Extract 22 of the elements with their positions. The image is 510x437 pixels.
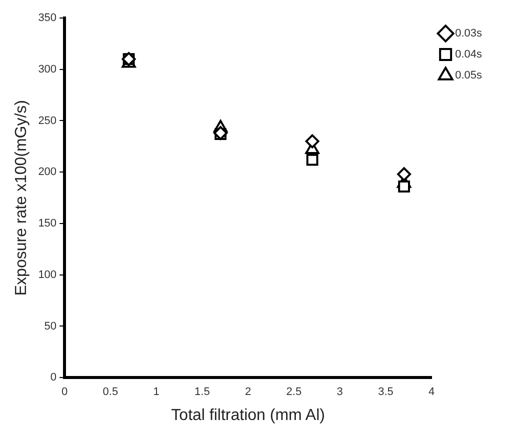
y-tick-label: 150 bbox=[38, 218, 57, 230]
y-tick-label: 250 bbox=[38, 114, 57, 127]
x-tick-label: 4 bbox=[428, 386, 435, 398]
x-tick-label: 3 bbox=[336, 386, 343, 398]
x-tick-label: 1.5 bbox=[194, 386, 210, 398]
x-axis-title: Total filtration (mm Al) bbox=[171, 406, 325, 424]
y-tick-label: 350 bbox=[38, 12, 57, 24]
y-axis-title: Exposure rate x100(mGy/s) bbox=[13, 100, 30, 296]
legend-label: 0.04s bbox=[455, 48, 482, 61]
legend-label: 0.05s bbox=[455, 70, 482, 82]
x-tick-label: 2.5 bbox=[286, 386, 302, 398]
x-tick-label: 0.5 bbox=[102, 386, 118, 398]
x-tick-label: 2 bbox=[245, 386, 252, 398]
x-tick-label: 3.5 bbox=[378, 386, 394, 398]
y-tick-label: 300 bbox=[38, 63, 57, 76]
x-tick-label: 0 bbox=[61, 386, 68, 398]
x-tick-label: 1 bbox=[153, 386, 160, 398]
y-tick-label: 200 bbox=[38, 166, 57, 178]
y-tick-label: 100 bbox=[38, 268, 57, 281]
y-tick-label: 50 bbox=[44, 320, 57, 332]
y-tick-label: 0 bbox=[50, 372, 57, 384]
legend-label: 0.03s bbox=[455, 28, 482, 40]
